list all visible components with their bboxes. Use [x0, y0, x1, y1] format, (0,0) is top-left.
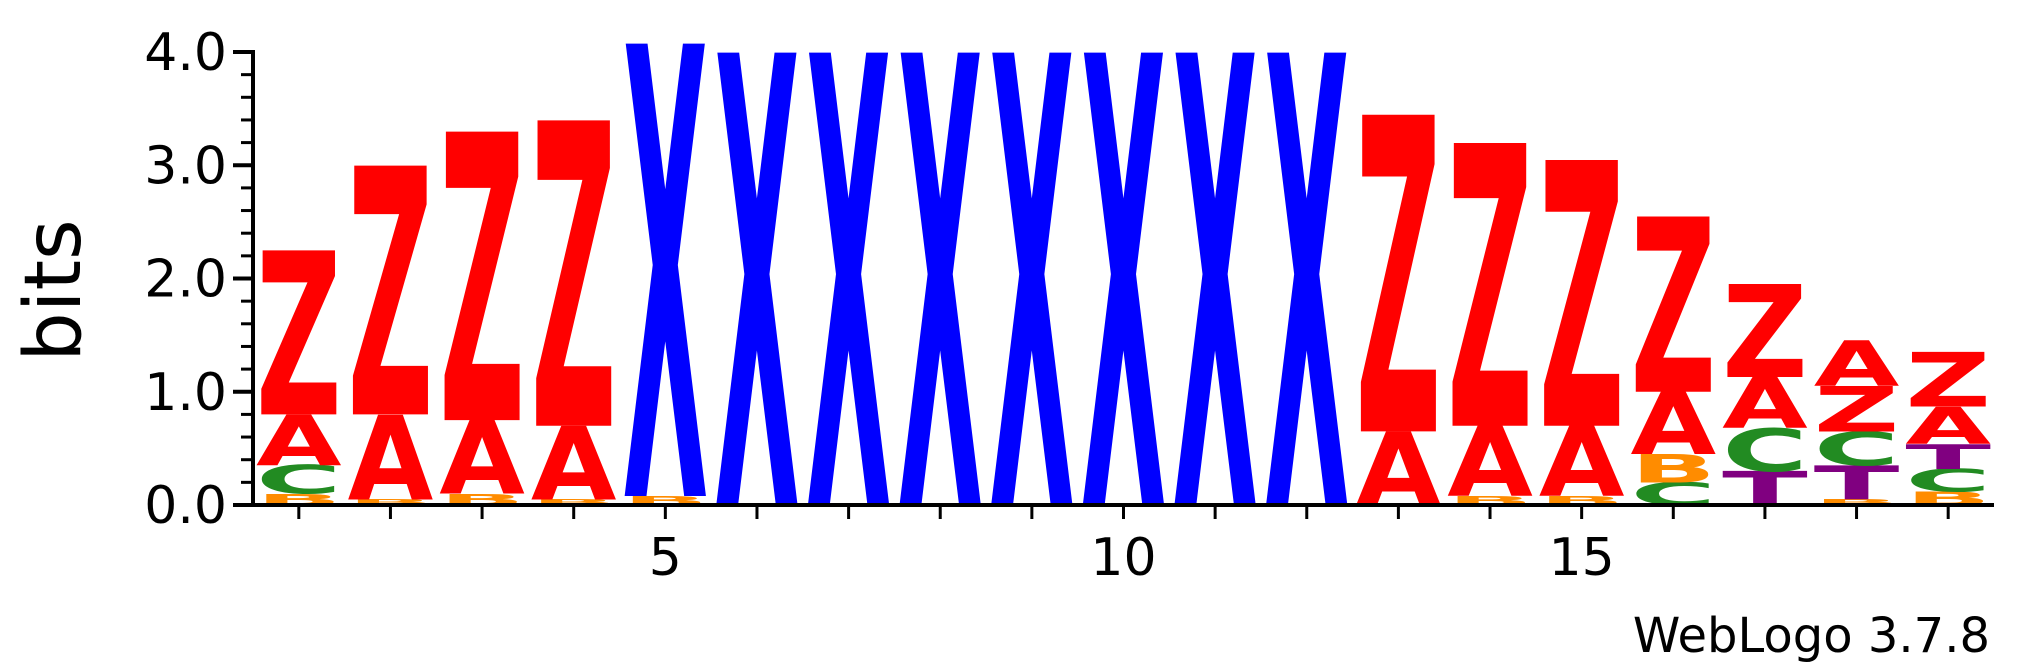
- weblogo-credit: WebLogo 3.7.8: [1633, 608, 1990, 664]
- logo-letter-Z-pos14: Z: [1447, 66, 1533, 518]
- logo-letter-Z-pos16: Z: [1630, 168, 1716, 449]
- y-axis-title: bits: [9, 219, 99, 361]
- logo-letter-A-pos14: A: [1447, 408, 1533, 519]
- x-axis: 5 10 15: [251, 503, 1994, 588]
- y-tick-label: 1.0: [144, 363, 227, 423]
- logo-letter-A-pos18: A: [1814, 329, 1900, 401]
- logo-letter-Z-pos19: Z: [1905, 338, 1991, 425]
- logo-letter-C-pos1: C: [256, 458, 342, 504]
- logo-letter-C-pos17: C: [1722, 416, 1808, 485]
- logo-letter-Z-pos1: Z: [256, 207, 342, 469]
- logo-letter-A-pos3: A: [439, 400, 525, 517]
- logo-letter-X-pos12: X: [1264, 0, 1350, 653]
- logo-letter-X-pos11: X: [1172, 0, 1258, 653]
- logo-letter-X-pos6: X: [714, 0, 800, 653]
- logo-letter-B-pos18: B: [1814, 498, 1900, 507]
- logo-letter-Z-pos13: Z: [1356, 30, 1442, 535]
- logo-letter-A-pos19: A: [1905, 397, 1991, 456]
- logo-letter-A-pos15: A: [1539, 408, 1625, 519]
- x-tick-label: 10: [1090, 528, 1156, 588]
- y-tick-label: 3.0: [144, 136, 227, 196]
- logo-letter-B-pos16: B: [1630, 446, 1716, 491]
- x-tick-label: 15: [1549, 528, 1615, 588]
- logo-letter-B-pos4: B: [531, 498, 617, 507]
- y-axis: 0.0 1.0 2.0 3.0 4.0: [144, 23, 255, 536]
- logo-letter-T-pos18: T: [1814, 457, 1900, 511]
- logo-letter-Z-pos18: Z: [1814, 374, 1900, 446]
- y-tick-label: 4.0: [144, 23, 227, 83]
- logo-letter-Z-pos2: Z: [348, 99, 434, 496]
- logo-letter-X-pos5: X: [623, 0, 709, 644]
- logo-letter-C-pos18: C: [1814, 422, 1900, 476]
- logo-letter-A-pos17: A: [1722, 363, 1808, 445]
- logo-letter-X-pos8: X: [897, 0, 983, 653]
- logo-letter-X-pos9: X: [989, 0, 1075, 653]
- logo-letter-T-pos19: T: [1905, 437, 1991, 477]
- logo-letter-Z-pos17: Z: [1722, 259, 1808, 407]
- logo-letter-C-pos19: C: [1905, 463, 1991, 499]
- logo-letter-B-pos2: B: [348, 498, 434, 507]
- logo-letter-Z-pos3: Z: [439, 53, 525, 514]
- y-tick-label: 0.0: [144, 476, 227, 536]
- logo-letter-Z-pos15: Z: [1539, 87, 1625, 512]
- logo-letter-X-pos7: X: [806, 0, 892, 653]
- logo-letter-X-pos10: X: [1081, 0, 1167, 653]
- logo-letter-A-pos16: A: [1630, 375, 1716, 474]
- x-tick-label: 5: [649, 528, 682, 588]
- logo-letter-Z-pos4: Z: [531, 36, 617, 525]
- y-tick-label: 2.0: [144, 250, 227, 310]
- logo-letter-A-pos1: A: [256, 400, 342, 482]
